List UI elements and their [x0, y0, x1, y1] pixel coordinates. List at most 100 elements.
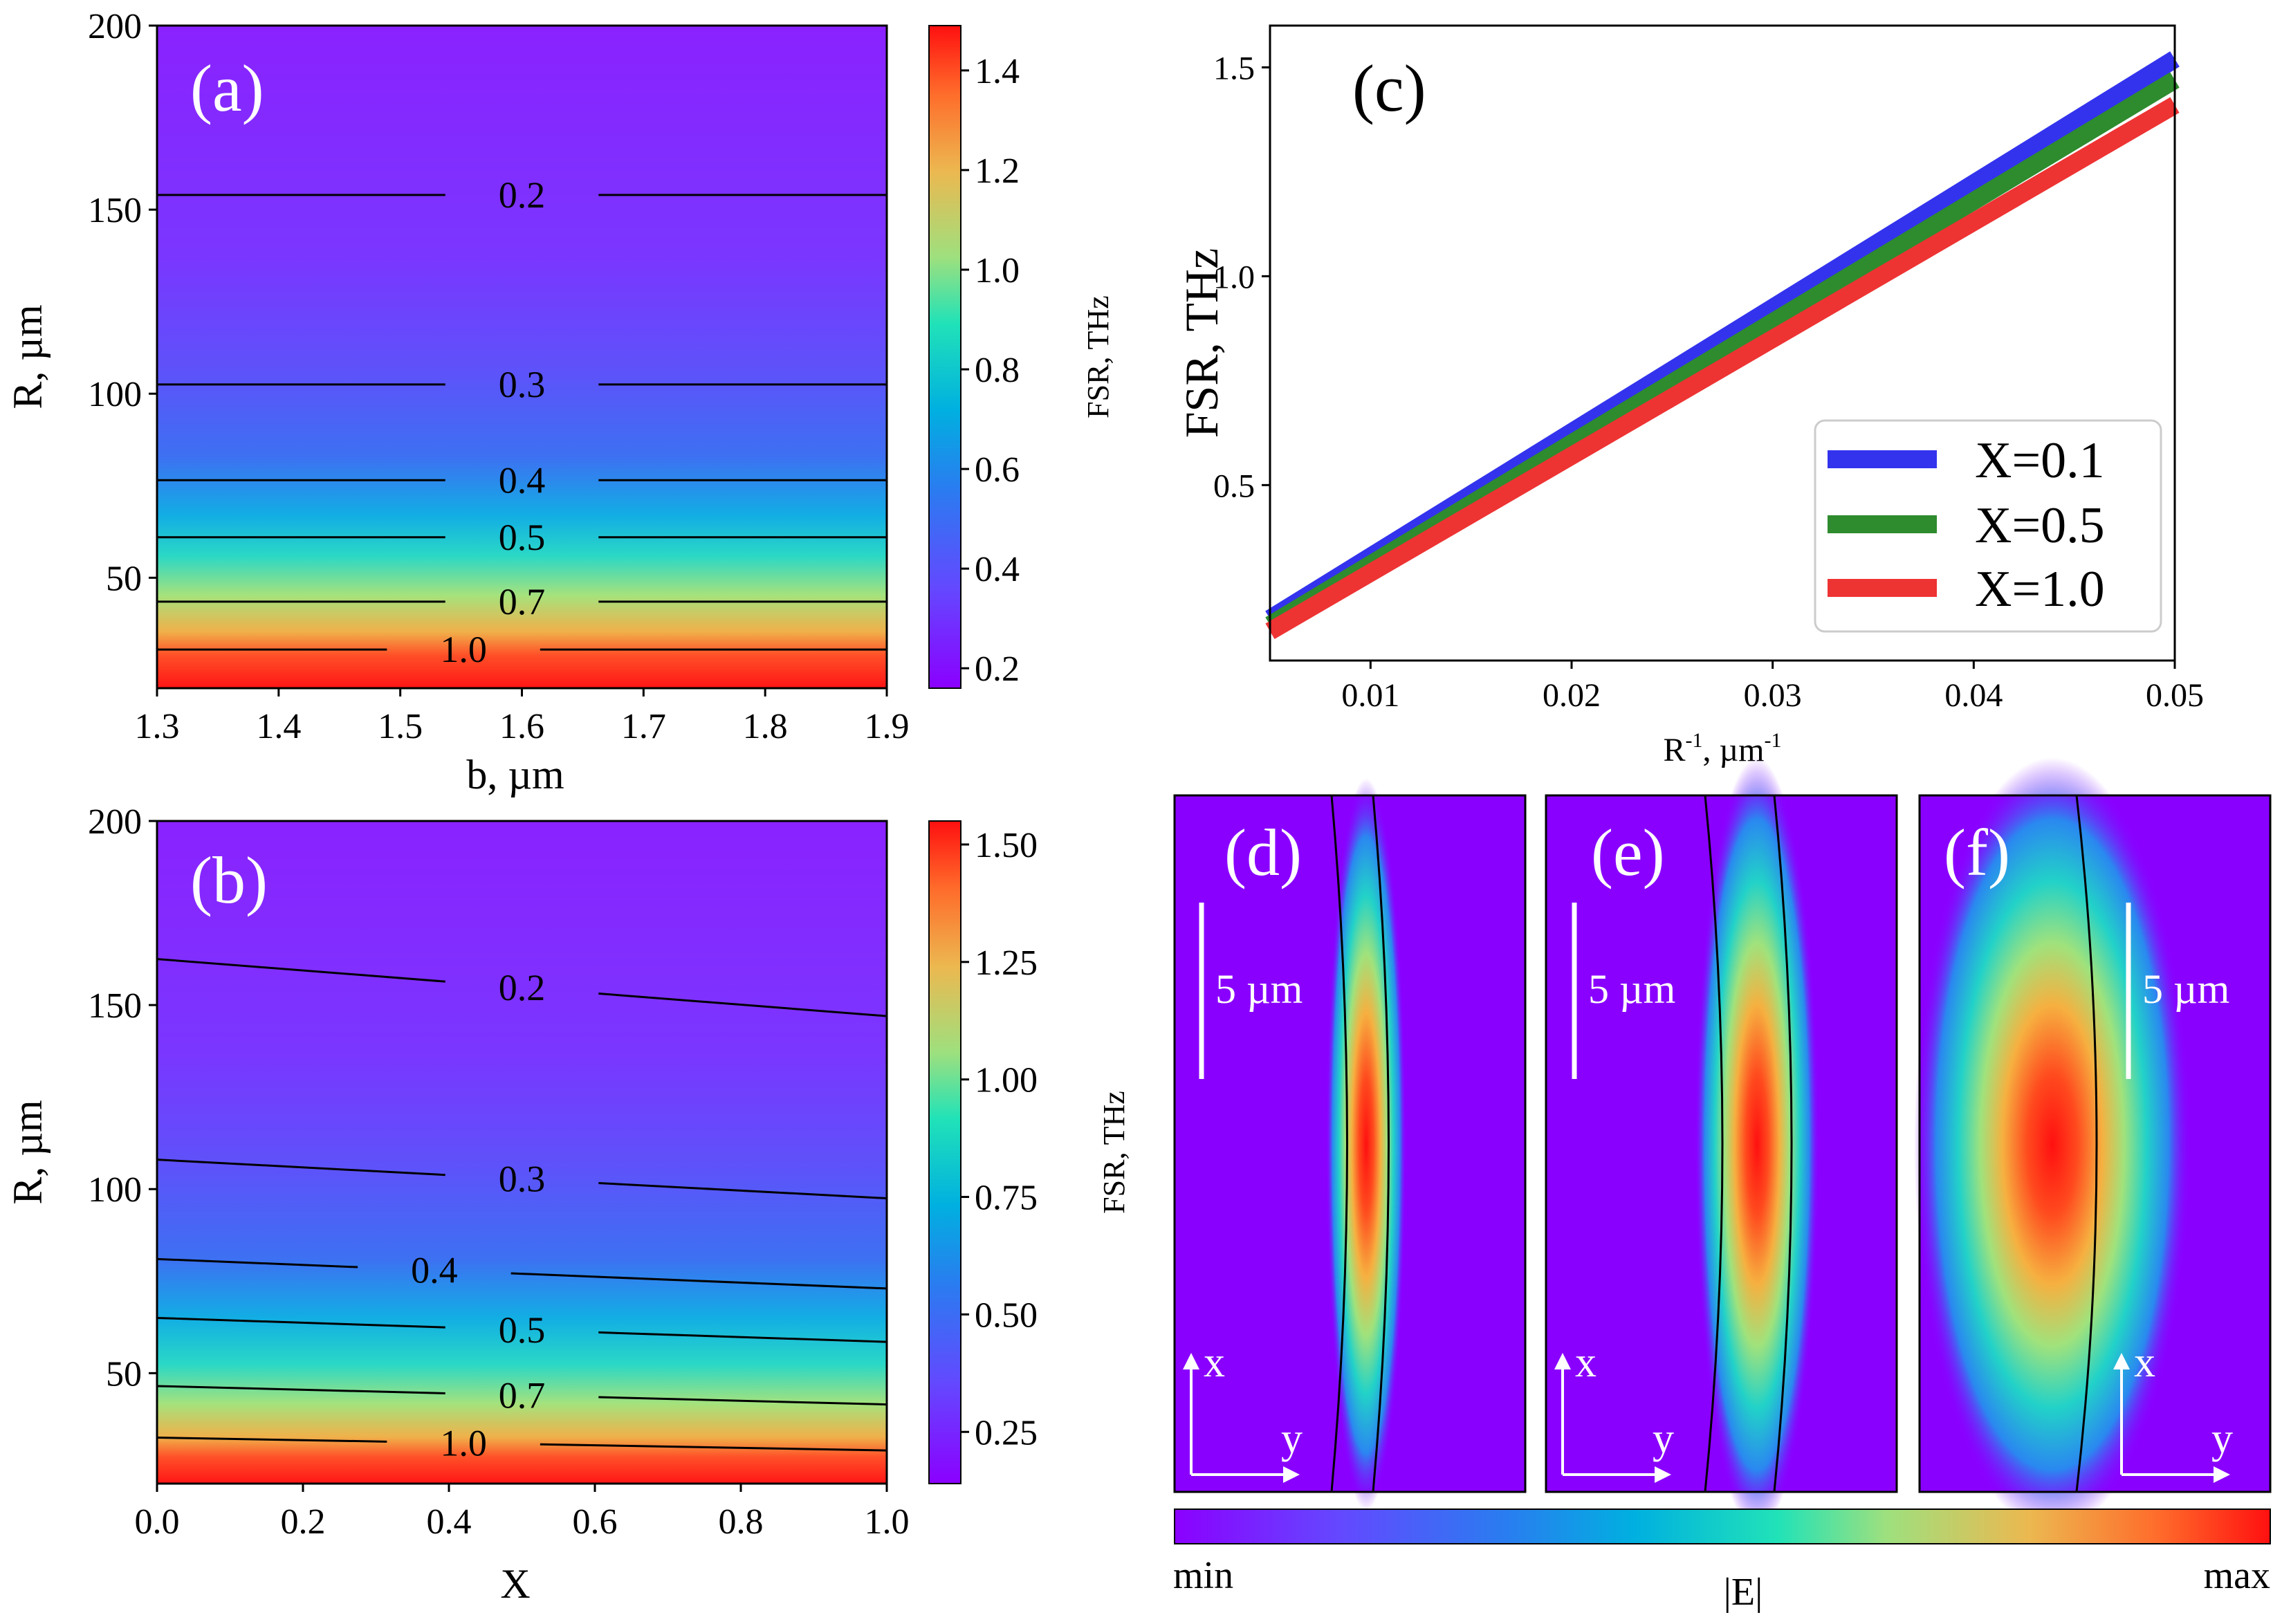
- panel-e-axis-y-arrowhead: [1655, 1466, 1671, 1483]
- panel-c-lines: [1265, 51, 2180, 639]
- panel-c-ytick-label: 0.5: [1213, 468, 1255, 504]
- panel-d-axis-x-label: x: [1204, 1339, 1225, 1386]
- panel-b-contour-line: [156, 958, 445, 983]
- panel-b-xtick-label: 0.8: [719, 1502, 764, 1542]
- legend-label-x05: X=0.5: [1975, 497, 2105, 554]
- panel-b-frame: [156, 820, 888, 1485]
- panel-b-contour-line: [156, 1385, 445, 1394]
- panel-b-cbar-tick-label: 1.00: [975, 1061, 1038, 1100]
- panel-b-contour-line: [156, 1159, 445, 1177]
- panel-a-cbar-tick-label: 0.6: [975, 450, 1020, 490]
- panel-c-frame: [1269, 24, 2176, 662]
- panel-d-axis-y-label: y: [1281, 1415, 1303, 1462]
- panel-a-cbar-tick-label: 0.8: [975, 351, 1020, 390]
- panel-b-xtick-label: 0.6: [573, 1502, 618, 1542]
- panel-b-xlabel: X: [500, 1561, 530, 1607]
- panel-a-xtick-label: 1.6: [499, 707, 544, 746]
- panel-c-xlabel: R-1, µm-1: [1663, 729, 1781, 768]
- panel-f-scale-label: 5 µm: [2142, 966, 2229, 1012]
- panel-a-xlabel: b, µm: [466, 752, 564, 797]
- panel-d-boundary-inner: [1330, 795, 1348, 1493]
- legend-box: [1814, 419, 2162, 633]
- panel-b-cbar-tick-label: 0.50: [975, 1295, 1038, 1335]
- panel-a-contour-label: 1.0: [440, 629, 487, 670]
- panel-a-xtick-label: 1.9: [865, 707, 910, 746]
- panel-a-colorbar-ticks: 0.2 0.4 0.6 0.8 1.0 1.2 1.4: [961, 52, 1020, 689]
- panel-b-contour-label: 0.5: [499, 1309, 546, 1351]
- panel-b-xtick-label: 0.0: [135, 1502, 180, 1542]
- panel-a-contours: 0.2 0.3 0.4 0.5 0.7 1.0: [157, 174, 887, 670]
- panel-a: 0.2 0.3 0.4 0.5 0.7 1.0 1.3 1.4 1.5 1.6 1.7 1.8 1.9…: [5, 7, 1115, 797]
- panel-a-xtick-label: 1.8: [743, 707, 788, 746]
- panel-b-colorbar-label: FSR, THz: [1097, 1091, 1131, 1214]
- panel-c-ticks: 0.01 0.02 0.03 0.04 0.05 0.5 1.0 1.5: [1213, 50, 2204, 714]
- field-colorbar-max-label: max: [2204, 1554, 2270, 1597]
- panel-d-frame: [1173, 794, 1527, 1493]
- panel-e-axis-x-label: x: [1575, 1339, 1597, 1386]
- panel-c-xtick-label: 0.04: [1944, 677, 2003, 714]
- field-colorbar: min |E| max: [1173, 1508, 2271, 1614]
- panel-b-contour-line: [598, 992, 887, 1017]
- panel-a-label: (a): [190, 51, 264, 125]
- panel-f-boundary-outer: [2075, 795, 2098, 1493]
- panel-b-xtick-label: 0.4: [427, 1502, 472, 1542]
- panel-a-contour-label: 0.7: [499, 581, 546, 622]
- panel-a-cbar-tick-label: 1.4: [975, 52, 1020, 91]
- panel-b-colorbar-ticks: 0.25 0.50 0.75 1.00 1.25 1.50: [961, 826, 1038, 1452]
- panel-e-boundary-outer: [1773, 795, 1793, 1493]
- panel-a-cbar-tick-label: 1.2: [975, 151, 1020, 191]
- panel-b-contour-line: [540, 1443, 887, 1452]
- panel-b: 0.2 0.3 0.4 0.5 0.7 1.0 0.0 0.2 0.4 0.6 0.8 1.0 50 1…: [5, 802, 1131, 1607]
- panel-b-contour-label: 0.4: [411, 1250, 458, 1291]
- panel-d-axis-y-arrowhead: [1283, 1466, 1300, 1483]
- panel-c-ytick-label: 1.0: [1213, 259, 1255, 295]
- panel-e-boundary-inner: [1704, 795, 1724, 1493]
- series-line-3: [1265, 97, 2180, 639]
- panel-b-ylabel: R, µm: [5, 1100, 50, 1204]
- panel-c-xtick-label: 0.01: [1341, 677, 1399, 714]
- panel-d: (d) 5 µm x y: [1173, 778, 1527, 1511]
- panel-b-contour-label: 0.2: [499, 967, 546, 1008]
- legend-label-x01: X=0.1: [1975, 432, 2105, 489]
- panel-a-xtick-label: 1.3: [135, 707, 180, 746]
- panel-b-contour-line: [510, 1272, 887, 1290]
- panel-c-legend: X=0.1 X=0.5 X=1.0: [1814, 419, 2162, 633]
- panel-e: (e) 5 µm x y: [1545, 757, 1898, 1532]
- panel-e-mode: [1695, 757, 1819, 1532]
- panel-b-xtick-label: 1.0: [865, 1502, 910, 1542]
- field-colorbar-bar: [1174, 1508, 2271, 1544]
- panel-f-axis-y-label: y: [2211, 1415, 2233, 1462]
- panel-a-colorbar-label: FSR, THz: [1081, 295, 1115, 418]
- panel-f-axis-y-arrowhead: [2214, 1466, 2230, 1483]
- panel-f-axis-x-label: x: [2134, 1339, 2155, 1386]
- panel-a-colorbar: [928, 25, 961, 689]
- panel-c-xtick-label: 0.05: [2146, 677, 2204, 714]
- panel-b-ytick-label: 100: [88, 1170, 142, 1210]
- panel-b-colorbar: [928, 820, 961, 1484]
- panel-b-cbar-tick-label: 1.50: [975, 826, 1038, 865]
- panel-c: 0.01 0.02 0.03 0.04 0.05 0.5 1.0 1.5 (c) FSR, T…: [1175, 24, 2204, 768]
- panel-b-ytick-label: 150: [88, 986, 142, 1026]
- panel-b-heatmap: [157, 821, 887, 1484]
- panel-b-cbar-tick-label: 0.75: [975, 1179, 1038, 1218]
- panel-d-scale-label: 5 µm: [1215, 966, 1303, 1012]
- field-colorbar-label: |E|: [1724, 1571, 1763, 1614]
- panel-e-frame: [1545, 794, 1898, 1493]
- panel-f-frame: [1918, 794, 2272, 1493]
- panel-c-ylabel: FSR, THz: [1175, 248, 1228, 439]
- field-colorbar-min-label: min: [1173, 1554, 1233, 1597]
- panel-a-contour-label: 0.5: [499, 517, 546, 558]
- panel-b-ytick-label: 200: [88, 802, 142, 842]
- panel-a-ytick-label: 200: [88, 7, 142, 46]
- panel-b-xtick-label: 0.2: [281, 1502, 326, 1542]
- panel-d-boundary-outer: [1372, 795, 1390, 1493]
- panel-d-axis-x-arrowhead: [1183, 1353, 1199, 1369]
- panel-e-scale-label: 5 µm: [1588, 966, 1675, 1012]
- panel-a-contour-label: 0.3: [499, 364, 546, 405]
- panel-b-contour-line: [598, 1181, 887, 1200]
- panel-f-mode: [1914, 757, 2191, 1532]
- panel-a-cbar-tick-label: 0.4: [975, 550, 1020, 589]
- panel-b-contour-line: [156, 1436, 387, 1443]
- panel-b-ytick-label: 50: [106, 1354, 142, 1394]
